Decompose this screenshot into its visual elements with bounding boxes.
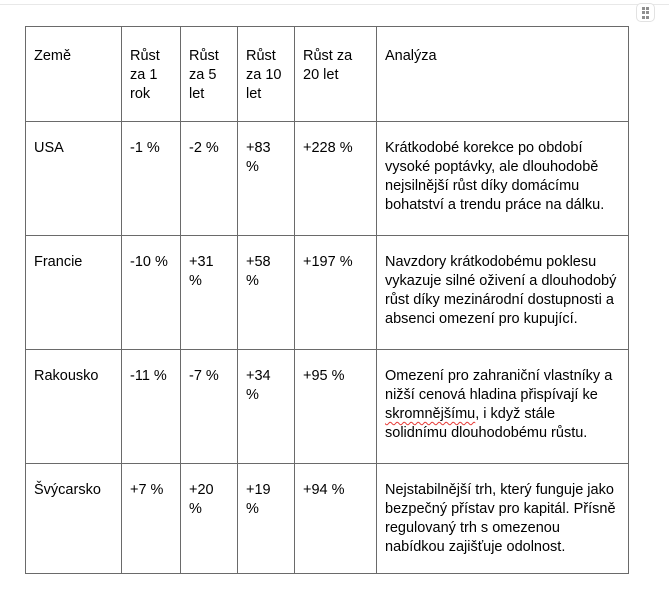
analysis-text: Omezení pro zahraniční vlastníky a nižší… bbox=[385, 368, 613, 403]
growth-1y-cell: -11 % bbox=[121, 349, 181, 464]
country-cell: Francie bbox=[25, 235, 122, 350]
header-cell-analysis: Analýza bbox=[376, 26, 629, 122]
country-cell: Švýcarsko bbox=[25, 463, 122, 574]
header-cell-growth-10y: Růst za 10 let bbox=[237, 26, 295, 122]
header-row: Země Růst za 1 rok Růst za 5 let Růst za… bbox=[25, 26, 629, 122]
growth-5y-cell: +31 % bbox=[180, 235, 238, 350]
header-cell-growth-5y: Růst za 5 let bbox=[180, 26, 238, 122]
analysis-cell: Navzdory krátkodobému poklesu vykazuje s… bbox=[376, 235, 629, 350]
growth-10y-cell: +83 % bbox=[237, 121, 295, 236]
header-cell-growth-20y: Růst za 20 let bbox=[294, 26, 377, 122]
growth-5y-cell: +20 % bbox=[180, 463, 238, 574]
misspelled-word: skromnějšímu bbox=[385, 406, 476, 422]
growth-10y-cell: +34 % bbox=[237, 349, 295, 464]
analysis-cell: Krátkodobé korekce po období vysoké popt… bbox=[376, 121, 629, 236]
growth-20y-cell: +94 % bbox=[294, 463, 377, 574]
header-cell-growth-1y: Růst za 1 rok bbox=[121, 26, 181, 122]
growth-table: Země Růst za 1 rok Růst za 5 let Růst za… bbox=[25, 26, 629, 574]
analysis-cell: Nejstabilnější trh, který funguje jako b… bbox=[376, 463, 629, 574]
growth-20y-cell: +228 % bbox=[294, 121, 377, 236]
analysis-cell: Omezení pro zahraniční vlastníky a nižší… bbox=[376, 349, 629, 464]
growth-1y-cell: -10 % bbox=[121, 235, 181, 350]
drag-grid-button[interactable] bbox=[636, 3, 655, 22]
top-divider bbox=[0, 4, 669, 5]
table-row-usa: USA -1 % -2 % +83 % +228 % Krátkodobé ko… bbox=[25, 121, 629, 236]
growth-1y-cell: -1 % bbox=[121, 121, 181, 236]
growth-1y-cell: +7 % bbox=[121, 463, 181, 574]
header-cell-country: Země bbox=[25, 26, 122, 122]
analysis-text: , i když stále solidnímu dlouhodobému rů… bbox=[385, 406, 588, 441]
growth-10y-cell: +19 % bbox=[237, 463, 295, 574]
country-cell: Rakousko bbox=[25, 349, 122, 464]
growth-10y-cell: +58 % bbox=[237, 235, 295, 350]
growth-5y-cell: -7 % bbox=[180, 349, 238, 464]
table-row-francie: Francie -10 % +31 % +58 % +197 % Navzdor… bbox=[25, 235, 629, 350]
growth-20y-cell: +95 % bbox=[294, 349, 377, 464]
table-row-svycarsko: Švýcarsko +7 % +20 % +19 % +94 % Nejstab… bbox=[25, 463, 629, 574]
table-row-rakousko: Rakousko -11 % -7 % +34 % +95 % Omezení … bbox=[25, 349, 629, 464]
drag-grid-icon bbox=[641, 6, 650, 19]
growth-5y-cell: -2 % bbox=[180, 121, 238, 236]
country-cell: USA bbox=[25, 121, 122, 236]
growth-20y-cell: +197 % bbox=[294, 235, 377, 350]
